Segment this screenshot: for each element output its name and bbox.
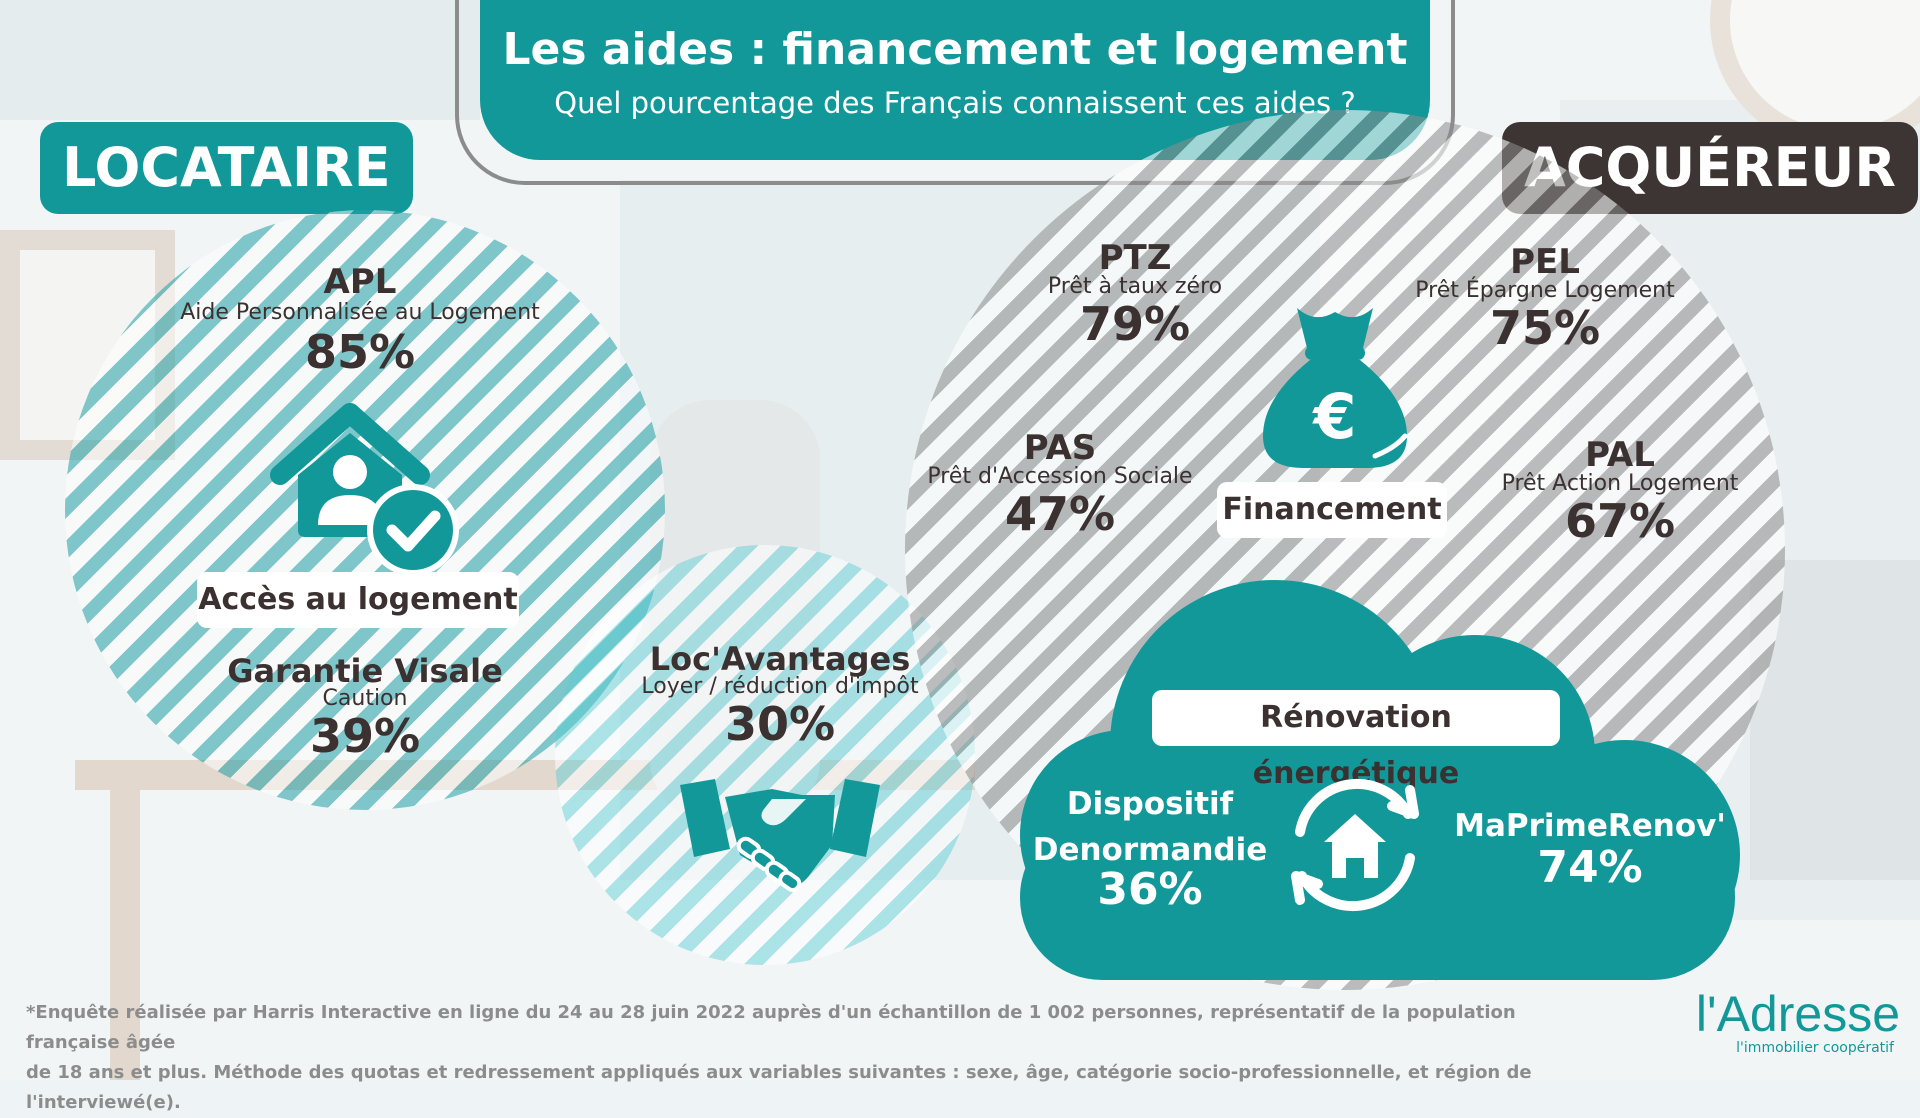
house-refresh-icon [1291, 778, 1419, 912]
pel-code: PEL [1510, 242, 1580, 282]
survey-footnote: *Enquête réalisée par Harris Interactive… [26, 998, 1586, 1118]
visale-value: 39% [309, 709, 421, 763]
maprimerenov-name: MaPrimeRenov' [1454, 808, 1726, 844]
apl-value: 85% [304, 325, 416, 379]
locav-block: Loc'Avantages Loyer / réduction d'impôt … [610, 640, 950, 751]
logo-name: l'Adresse [1695, 986, 1900, 1042]
denormandie-block: Dispositif Denormandie 36% [1030, 786, 1270, 915]
pal-name: Prêt Action Logement [1501, 471, 1739, 496]
visale-block: Garantie Visale Caution 39% [160, 652, 570, 763]
handshake-icon [680, 779, 880, 893]
money-bag-euro-icon: € [1263, 308, 1408, 468]
pal-block: PAL Prêt Action Logement 67% [1490, 435, 1750, 548]
pas-name: Prêt d'Accession Sociale [927, 464, 1193, 489]
locav-code: Loc'Avantages [649, 640, 911, 678]
header-outline [455, 0, 1455, 185]
locav-circle [555, 545, 975, 965]
maprimerenov-value: 74% [1537, 842, 1643, 893]
pel-name: Prêt Épargne Logement [1415, 278, 1675, 303]
pel-block: PEL Prêt Épargne Logement 75% [1405, 242, 1685, 355]
access-label: Accès au logement [197, 572, 519, 628]
pas-value: 47% [1004, 487, 1116, 541]
financing-label: Financement [1217, 482, 1447, 538]
footnote-line2: de 18 ans et plus. Méthode des quotas et… [26, 1062, 1532, 1113]
apl-block: APL Aide Personnalisée au Logement 85% [160, 262, 560, 379]
page-title: Les aides : financement et logement [502, 24, 1408, 75]
ladresse-logo: l'Adresse l'immobilier coopératif [1670, 988, 1900, 1056]
ptz-value: 79% [1079, 297, 1191, 351]
ptz-block: PTZ Prêt à taux zéro 79% [1030, 238, 1240, 351]
ptz-code: PTZ [1098, 238, 1172, 278]
house-person-check-icon [270, 403, 459, 576]
locav-name: Loyer / réduction d'impôt [641, 674, 919, 699]
denormandie-value: 36% [1097, 864, 1203, 915]
ptz-name: Prêt à taux zéro [1047, 274, 1223, 299]
svg-text:€: € [1311, 380, 1356, 453]
denormandie-line2: Denormandie [1032, 832, 1268, 868]
apl-name: Aide Personnalisée au Logement [180, 300, 540, 325]
logo-tagline: l'immobilier coopératif [1736, 1040, 1894, 1056]
pal-value: 67% [1564, 494, 1676, 548]
denormandie-line1: Dispositif [1066, 786, 1234, 822]
footnote-line1: *Enquête réalisée par Harris Interactive… [26, 1002, 1516, 1053]
apl-code: APL [323, 262, 397, 302]
locav-value: 30% [724, 697, 836, 751]
visale-name: Caution [322, 686, 408, 711]
maprimerenov-block: MaPrimeRenov' 74% [1440, 808, 1740, 893]
pel-value: 75% [1489, 301, 1601, 355]
page-subtitle: Quel pourcentage des Français connaissen… [554, 86, 1356, 120]
renovation-label: Rénovation énergétique [1152, 690, 1560, 791]
pas-block: PAS Prêt d'Accession Sociale 47% [920, 428, 1200, 541]
tenant-badge: LOCATAIRE [40, 122, 413, 214]
visale-code: Garantie Visale [227, 652, 503, 690]
pas-code: PAS [1023, 428, 1097, 468]
pal-code: PAL [1585, 435, 1655, 475]
